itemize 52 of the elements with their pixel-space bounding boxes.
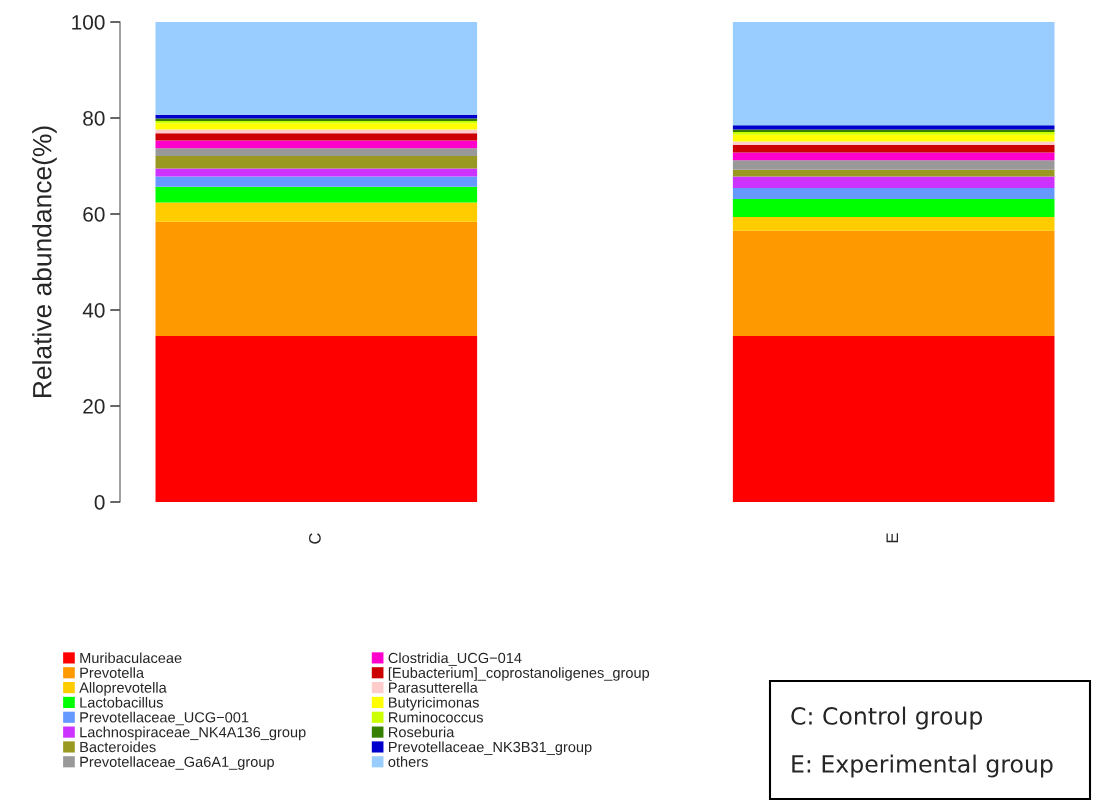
y-axis-title: Relative abundance(%) — [32, 126, 57, 397]
bar — [155, 22, 478, 115]
bar — [155, 202, 478, 222]
bar — [732, 169, 1055, 177]
bar — [732, 335, 1055, 502]
bar — [155, 155, 478, 169]
bar — [732, 152, 1055, 161]
legend-label: Roseburia — [389, 726, 455, 738]
bar — [155, 186, 478, 203]
legend-label: Lachnospiraceae_NK4A136_group — [80, 726, 306, 741]
legend-label: Prevotella — [80, 667, 145, 678]
bar — [155, 168, 478, 177]
legend-label: Muribaculaceae — [80, 652, 182, 664]
legend-label: Alloprevotella — [79, 682, 167, 696]
bar — [155, 148, 478, 156]
bar — [155, 221, 478, 336]
bar — [732, 230, 1055, 336]
bar — [155, 123, 478, 130]
legend-label: Prevotellaceae_NK3B31_group — [389, 741, 592, 756]
legend-label: Parasutterella — [389, 682, 478, 693]
bar — [732, 199, 1055, 217]
bar — [155, 140, 478, 149]
legend-label: others — [388, 756, 428, 767]
y-tick-label: 40 — [82, 303, 105, 318]
bar — [155, 335, 478, 502]
bar — [732, 22, 1055, 126]
bar — [732, 176, 1055, 189]
bar — [732, 188, 1055, 200]
bar — [155, 176, 478, 187]
legend-label: Prevotellaceae_UCG−001 — [80, 711, 249, 726]
bar — [732, 125, 1055, 130]
bar — [732, 144, 1055, 153]
text: C: Control group — [791, 706, 983, 730]
y-tick-label: 60 — [83, 207, 105, 222]
x-tick-label: C — [308, 533, 321, 544]
bar — [732, 134, 1055, 142]
legend-label: Prevotellaceae_Ga6A1_group — [80, 756, 274, 770]
y-tick-label: 100 — [72, 15, 105, 30]
bar — [732, 216, 1055, 231]
y-tick-label: 0 — [94, 495, 105, 510]
legend-label: Butyricimonas — [389, 696, 479, 711]
y-tick-label: 80 — [83, 111, 105, 126]
text: E: Experimental group — [792, 754, 1053, 778]
bar — [155, 133, 478, 141]
legend-label: Bacteroides — [80, 741, 156, 753]
legend-label: Ruminococcus — [389, 711, 483, 723]
legend-label: [Eubacterium]_coprostanoligenes_group — [388, 667, 650, 681]
x-tick-label: E — [886, 533, 898, 543]
legend-label: Lactobacillus — [80, 696, 163, 708]
y-tick-label: 20 — [83, 399, 105, 414]
legend-label: Clostridia_UCG−014 — [388, 652, 522, 666]
bar — [732, 160, 1055, 170]
